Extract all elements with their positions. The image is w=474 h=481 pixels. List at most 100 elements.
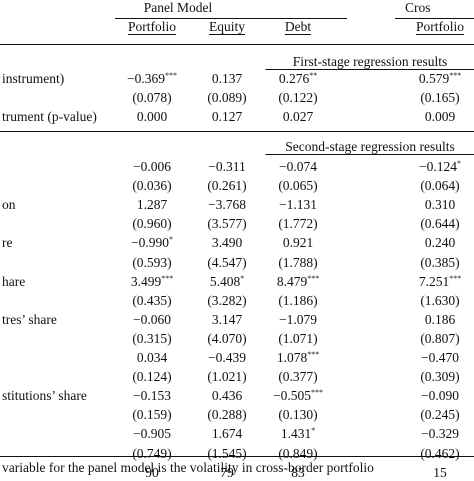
significance: * [169,235,173,244]
table-cell: (3.282) [207,293,246,309]
section-title: First-stage regression results [266,54,474,70]
cell-value: 8.479 [277,274,307,289]
table-cell: −0.311 [208,159,246,175]
cell-value: −0.369 [127,71,165,86]
significance: *** [165,71,177,80]
table-cell: (1.545) [207,446,246,462]
table-cell: (0.124) [132,369,171,385]
table-cell: (0.960) [132,216,171,232]
table-cell: 3.490 [212,235,242,251]
table-cell: (0.849) [278,446,317,462]
significance: *** [307,350,319,359]
table-cell: −0.090 [421,388,459,404]
table-cell: 15 [433,465,447,481]
table-cell: 0.186 [425,312,455,328]
table-cell: 0.027 [283,109,313,125]
table-cell: 7.251*** [419,274,461,290]
cell-value: −0.990 [131,235,169,250]
cell-value: 1.078 [277,350,307,365]
table-cell: 0.436 [212,388,242,404]
table-cell: −0.439 [208,350,246,366]
table-cell: 0.921 [283,235,313,251]
table-cell: (0.462) [420,446,459,462]
table-cell: (0.245) [420,407,459,423]
significance: * [240,274,244,283]
row-label: on [2,197,16,213]
table-cell: (1.772) [278,216,317,232]
significance: *** [449,274,461,283]
table-cell: −0.006 [133,159,171,175]
table-cell: −0.074 [279,159,317,175]
table-cell: −0.505*** [273,388,323,404]
table-cell: (0.309) [420,369,459,385]
cell-value: 1.431 [281,426,311,441]
table-cell: (0.261) [207,178,246,194]
table-cell: (1.630) [420,293,459,309]
table-cell: 83 [291,465,305,481]
table-cell: −0.470 [421,350,459,366]
cell-value: −0.124 [419,159,457,174]
column-header: Equity [209,19,245,35]
table-cell: (0.159) [132,407,171,423]
cell-value: 5.408 [210,274,240,289]
table-cell: (0.288) [207,407,246,423]
table-cell: (0.593) [132,255,171,271]
table-cell: 0.000 [137,109,167,125]
header-rule [0,44,474,45]
column-header: Portfolio [416,19,464,35]
cell-value: 3.499 [131,274,161,289]
cell-value: 0.276 [279,71,309,86]
table-cell: (0.385) [420,255,459,271]
table-cell: 5.408* [210,274,244,290]
table-cell: (1.071) [278,331,317,347]
group-header: Cros [405,0,431,16]
table-cell: (0.089) [207,90,246,106]
table-cell: −3.768 [208,197,246,213]
significance: *** [449,71,461,80]
table-cell: 90 [145,465,159,481]
table-cell: 1.287 [137,197,167,213]
table-cell: 0.276** [279,71,317,87]
table-cell: (3.577) [207,216,246,232]
significance: ** [309,71,317,80]
row-label: instrument) [2,71,64,87]
table-cell: 0.310 [425,197,455,213]
table-cell: (1.021) [207,369,246,385]
table-cell: (1.186) [278,293,317,309]
table-cell: (4.070) [207,331,246,347]
column-header: Debt [285,19,311,35]
table-cell: −0.369*** [127,71,177,87]
significance: * [311,426,315,435]
table-cell: (0.130) [278,407,317,423]
row-label: stitutions’ share [2,388,87,404]
table-cell: 0.127 [212,109,242,125]
table-cell: (0.122) [278,90,317,106]
table-cell: 79 [220,465,234,481]
significance: *** [307,274,319,283]
table-cell: −0.060 [133,312,171,328]
section-rule [0,131,474,132]
table-cell: −1.079 [279,312,317,328]
table-cell: −0.990* [131,235,173,251]
table-cell: (0.078) [132,90,171,106]
table-cell: (1.788) [278,255,317,271]
table-cell: −0.905 [133,426,171,442]
table-cell: 0.240 [425,235,455,251]
table-cell: −0.153 [133,388,171,404]
table-cell: 0.579*** [419,71,461,87]
row-label: hare [2,274,25,290]
table-cell: (0.644) [420,216,459,232]
table-cell: (0.807) [420,331,459,347]
table-cell: 0.034 [137,350,167,366]
table-cell: 0.009 [425,109,455,125]
table-cell: (0.065) [278,178,317,194]
cell-value: 7.251 [419,274,449,289]
table-cell: 3.499*** [131,274,173,290]
row-label: trument (p-value) [2,109,97,125]
table-cell: (0.165) [420,90,459,106]
significance: *** [311,388,323,397]
table-cell: (0.036) [132,178,171,194]
cell-value: −0.505 [273,388,311,403]
table-cell: (4.547) [207,255,246,271]
